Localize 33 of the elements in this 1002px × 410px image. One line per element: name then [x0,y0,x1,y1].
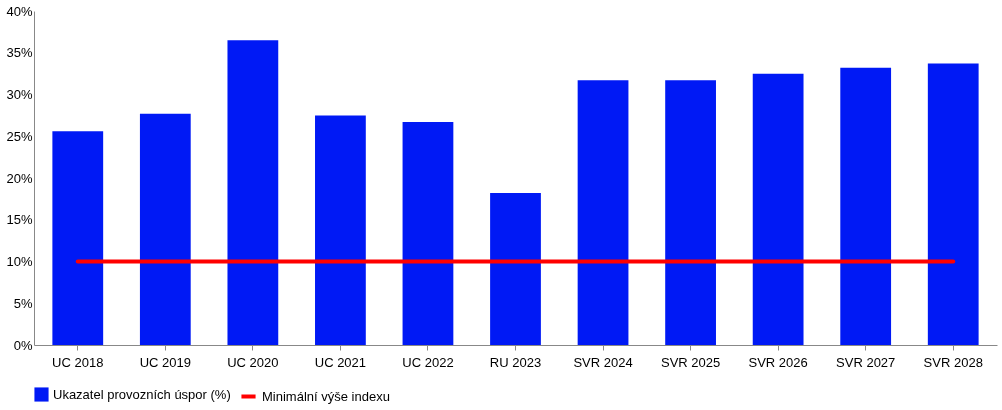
bar [752,73,804,345]
y-tick-label: 0% [13,337,33,353]
bar [315,115,366,345]
y-tick-label: 10% [6,254,33,269]
x-tick-label: SVR 2028 [923,354,983,370]
x-tick-label: SVR 2025 [660,354,721,370]
legend-label: Ukazatel provozních úspor (%) [53,386,231,402]
y-tick-label: 40% [6,3,33,19]
x-tick-label: RU 2023 [489,354,542,370]
y-tick-label: 15% [6,212,33,228]
x-tick-label: SVR 2027 [836,354,896,370]
bar [139,113,191,345]
legend-label: Minimální výše indexu [262,388,390,404]
bar [665,80,716,345]
y-tick-label: 30% [6,87,33,102]
bar [577,80,629,345]
bar [402,122,454,345]
bar [52,131,104,345]
bar [227,40,279,345]
x-tick-label: SVR 2024 [573,354,633,370]
x-tick-label: UC 2019 [139,354,191,370]
y-tick-label: 20% [6,170,33,186]
y-tick-label: 25% [6,128,33,144]
x-tick-label: SVR 2026 [748,354,808,370]
bar [840,67,892,345]
bar [490,193,541,345]
x-tick-label: UC 2022 [402,354,454,370]
x-tick-label: UC 2018 [52,354,104,370]
x-tick-label: UC 2021 [314,354,367,370]
x-tick-label: UC 2020 [227,354,279,370]
bar [927,63,979,345]
y-tick-label: 35% [6,45,33,61]
y-tick-label: 5% [13,295,33,311]
